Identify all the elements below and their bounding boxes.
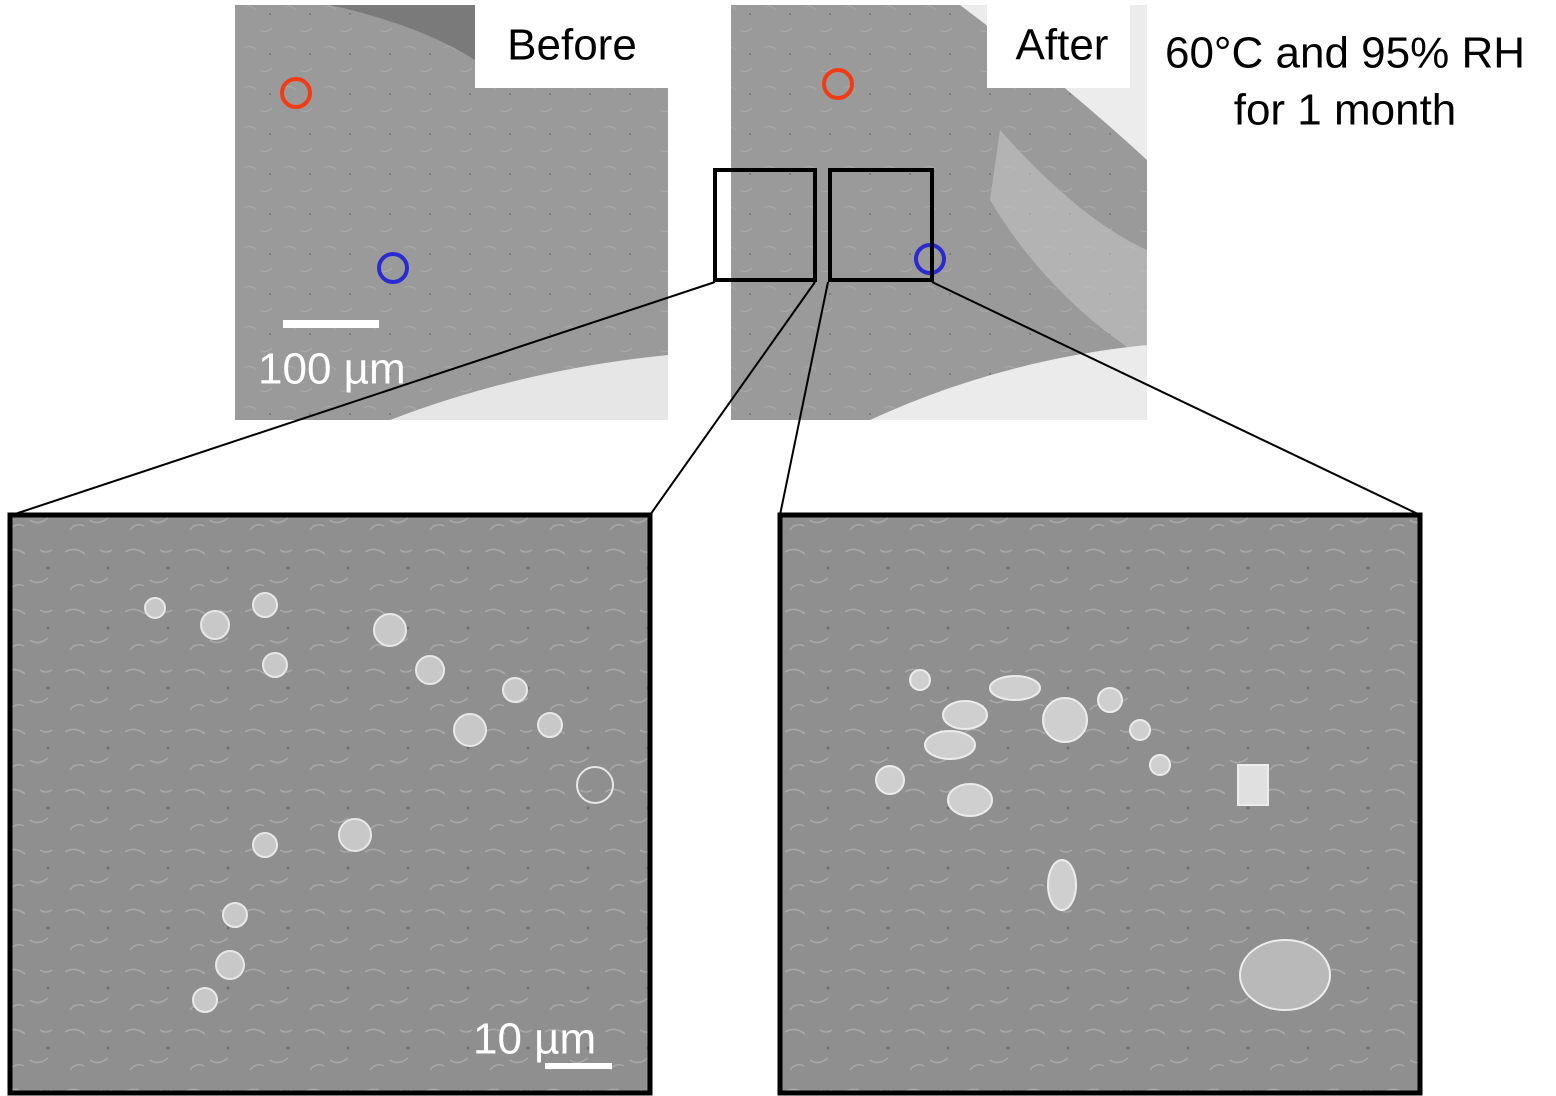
after-label: After <box>1016 21 1109 70</box>
after-image: After <box>715 5 1147 420</box>
condition-text: 60°C and 95% RH <box>1165 29 1525 78</box>
zoom-left: 10 µm <box>10 515 650 1093</box>
before-image: Before 100 µm <box>235 5 668 420</box>
scale-label: 10 µm <box>473 1015 596 1064</box>
before-label: Before <box>507 21 637 70</box>
connectors <box>12 282 1420 515</box>
scale-label: 100 µm <box>258 345 406 394</box>
page: Before 100 µm After 60°C and 95% RH for … <box>0 0 1556 1096</box>
zoom-right <box>780 515 1420 1093</box>
condition-text: for 1 month <box>1234 86 1457 135</box>
figure: Before 100 µm After 60°C and 95% RH for … <box>0 0 1556 1096</box>
